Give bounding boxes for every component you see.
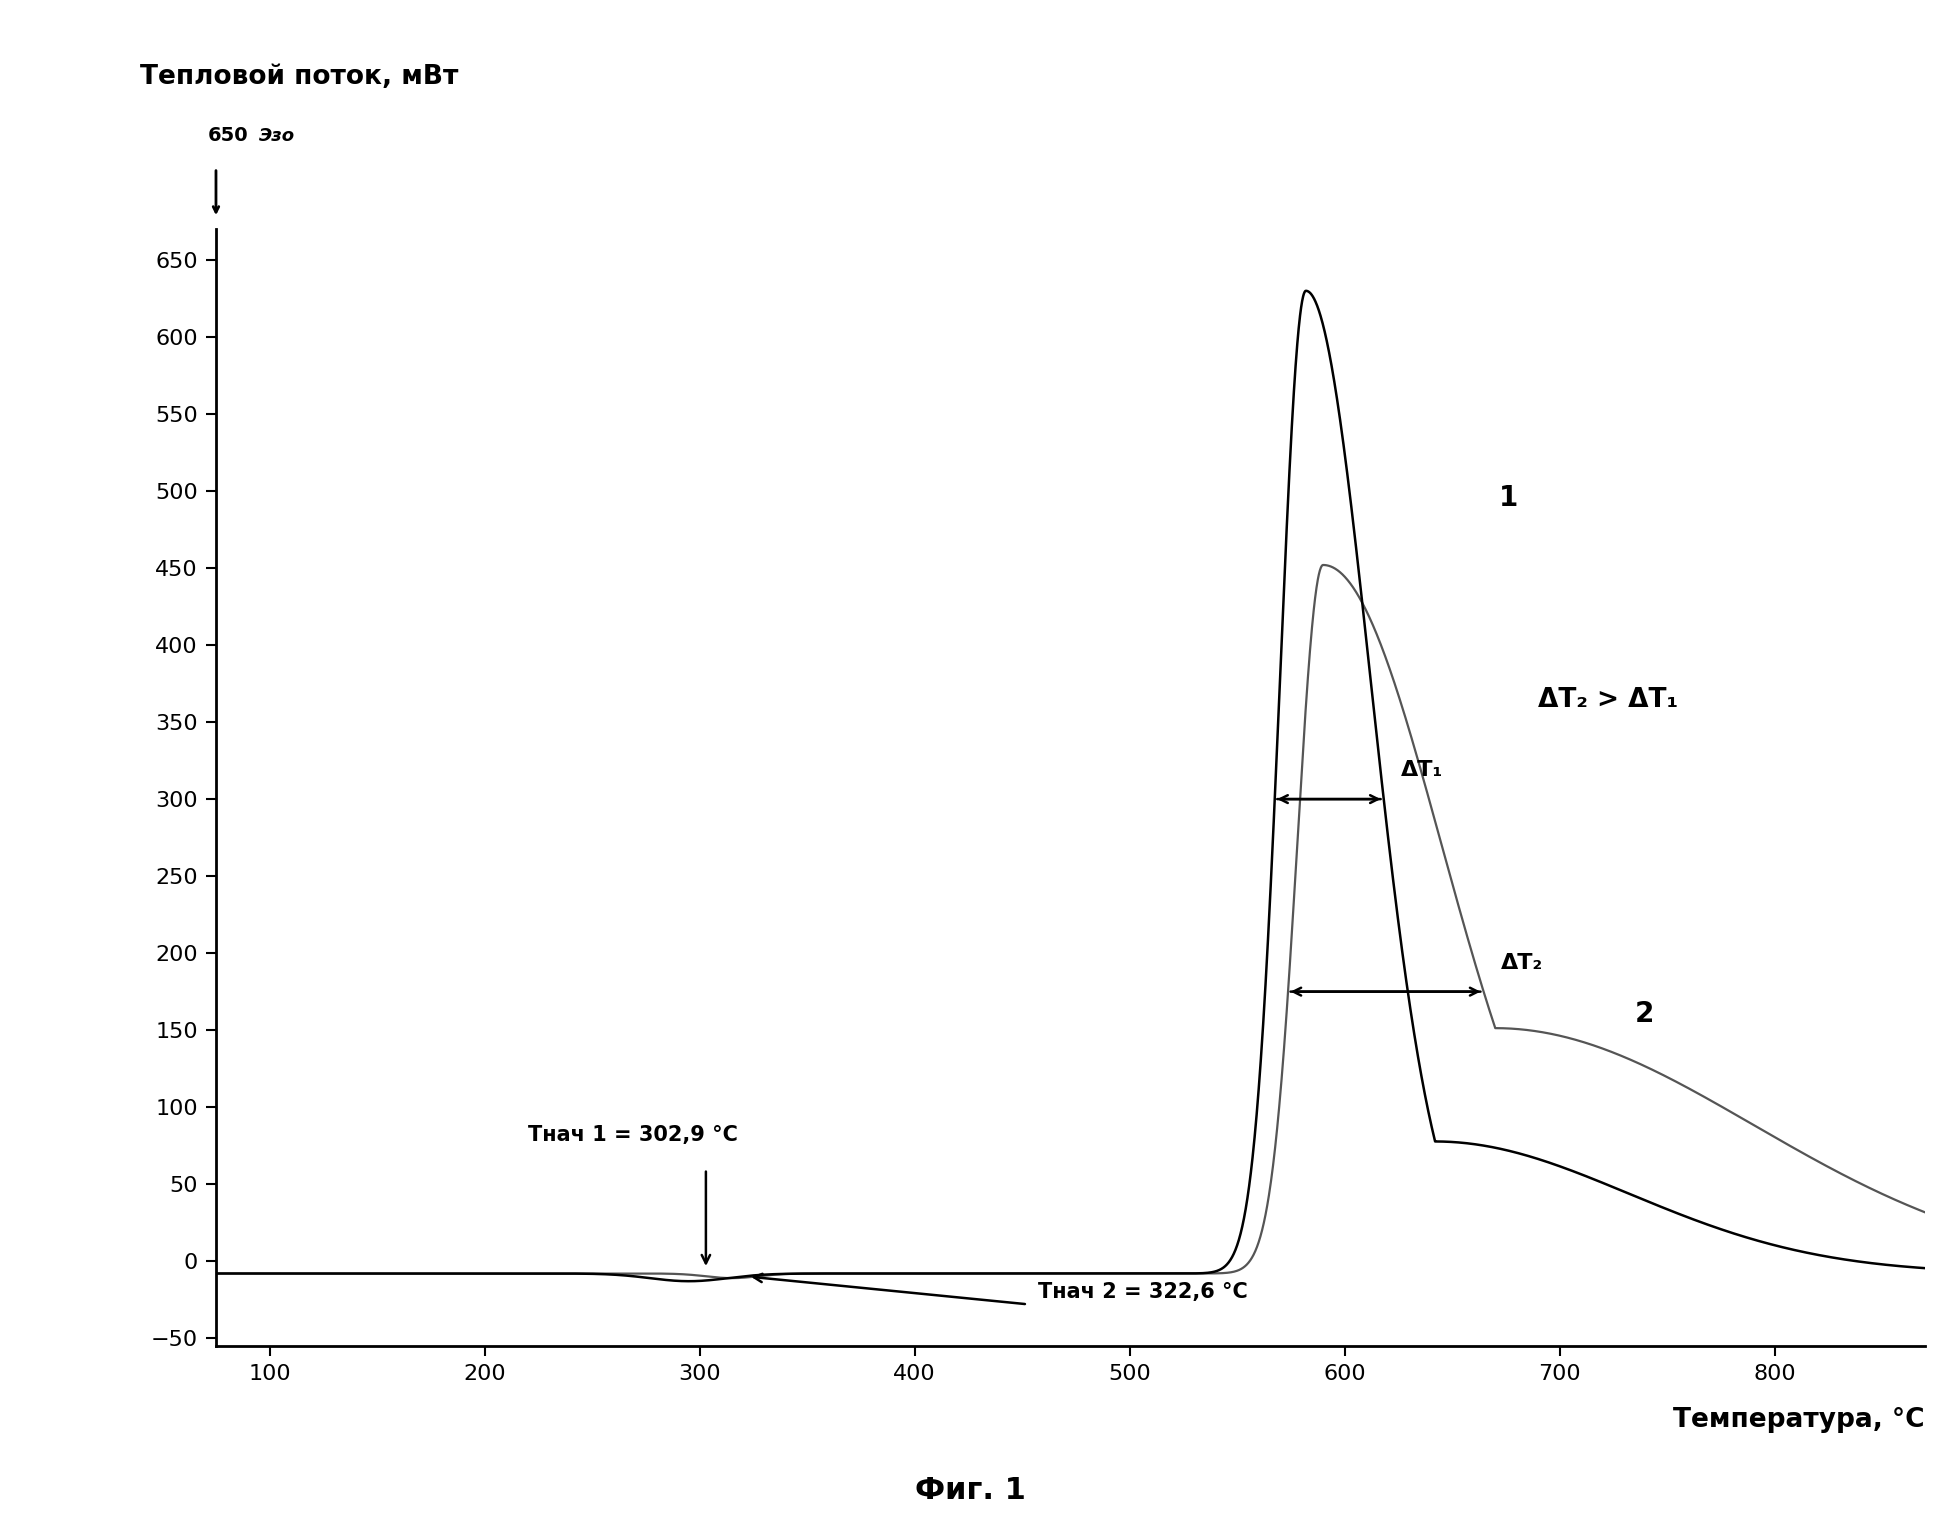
Text: Эзо: Эзо — [258, 127, 295, 145]
Text: 1: 1 — [1499, 484, 1518, 512]
Text: Tнач 1 = 302,9 °C: Tнач 1 = 302,9 °C — [527, 1125, 737, 1144]
Text: ΔT₂: ΔT₂ — [1499, 952, 1542, 972]
Text: Тепловой поток, мВт: Тепловой поток, мВт — [140, 64, 458, 90]
Text: 650: 650 — [207, 127, 248, 145]
Text: ΔT₁: ΔT₁ — [1400, 759, 1443, 779]
Text: Tнач 2 = 322,6 °C: Tнач 2 = 322,6 °C — [1037, 1282, 1247, 1302]
Text: Температура, °C: Температура, °C — [1673, 1407, 1923, 1433]
Text: 2: 2 — [1635, 1001, 1654, 1028]
Text: ΔT₂ > ΔT₁: ΔT₂ > ΔT₁ — [1538, 686, 1677, 712]
Text: Фиг. 1: Фиг. 1 — [913, 1476, 1026, 1505]
